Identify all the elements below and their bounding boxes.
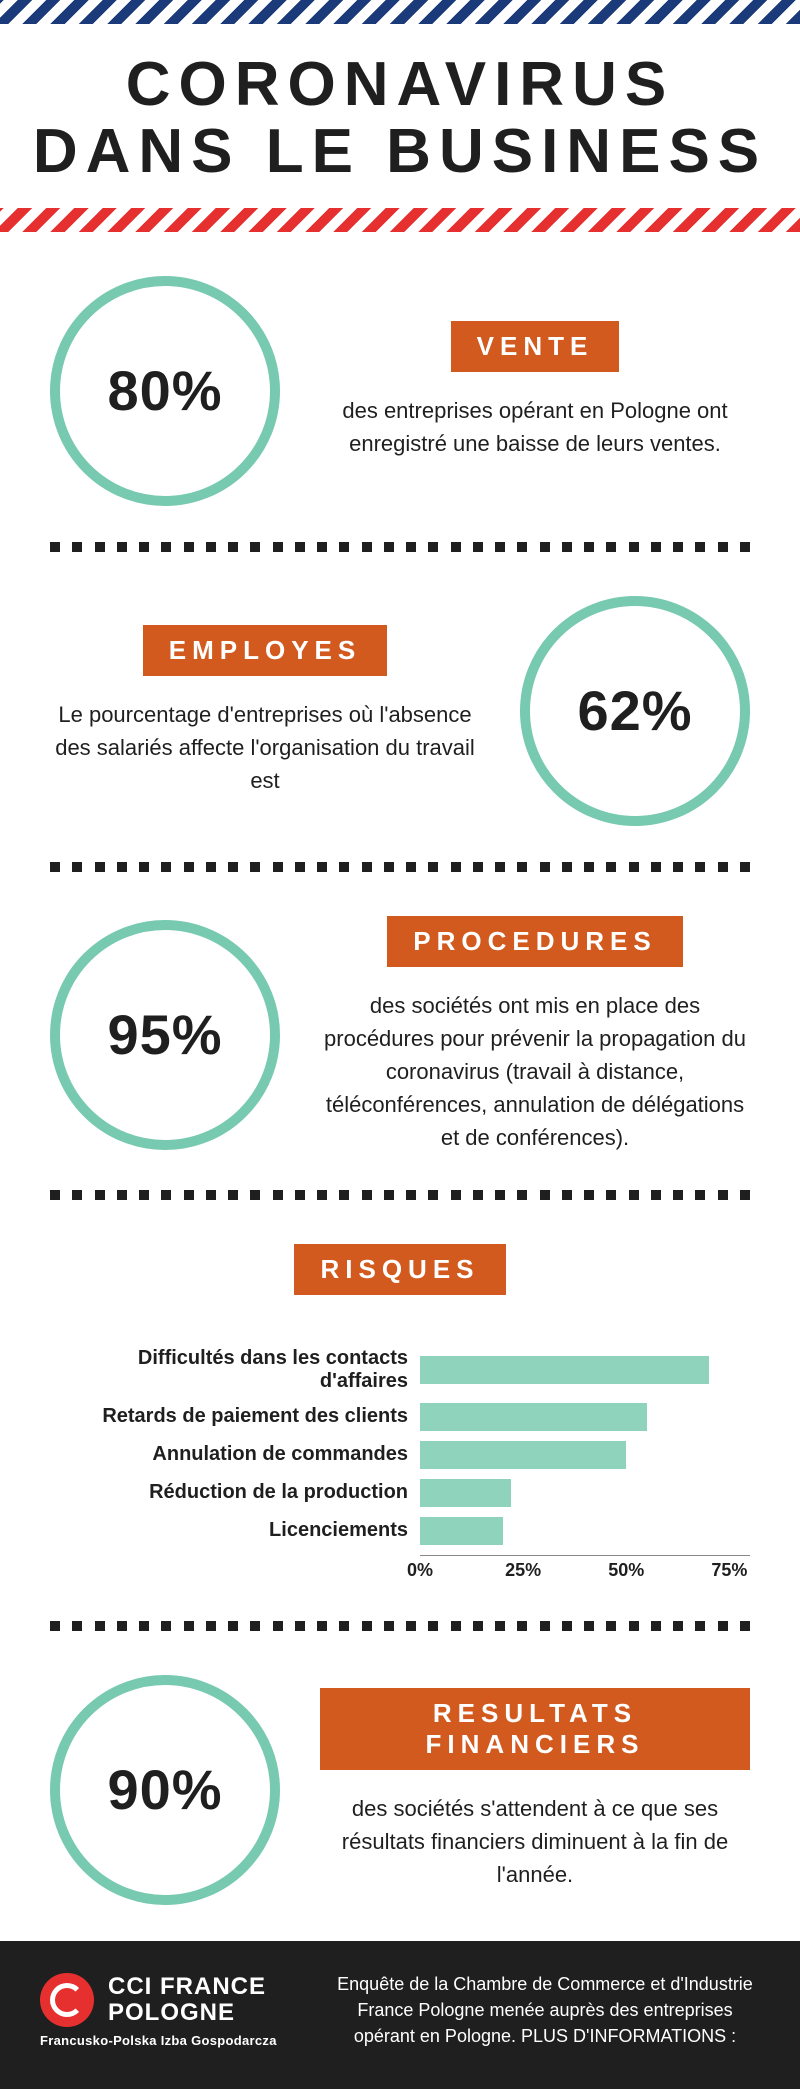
chart-label: Annulation de commandes [50, 1443, 420, 1466]
badge-procedures: PROCEDURES [387, 916, 682, 967]
chart-row: Difficultés dans les contacts d'affaires [50, 1347, 750, 1393]
stat-value: 62% [577, 678, 692, 743]
chart-tick: 25% [505, 1560, 541, 1581]
desc-resultats: des sociétés s'attendent à ce que ses ré… [320, 1792, 750, 1891]
section-procedures: 95% PROCEDURES des sociétés ont mis en p… [0, 872, 800, 1190]
desc-procedures: des sociétés ont mis en place des procéd… [320, 989, 750, 1154]
section-risques: RISQUES Difficultés dans les contacts d'… [0, 1200, 800, 1621]
chart-row: Annulation de commandes [50, 1441, 750, 1469]
divider [50, 1190, 750, 1200]
logo-line1: CCI FRANCE [108, 1974, 266, 1999]
chart-bar [420, 1479, 511, 1507]
section-resultats: 90% RESULTATS FINANCIERS des sociétés s'… [0, 1631, 800, 1941]
chart-bar [420, 1356, 709, 1384]
footer-text: Enquête de la Chambre de Commerce et d'I… [330, 1971, 760, 2049]
risques-chart: Difficultés dans les contacts d'affaires… [50, 1347, 750, 1585]
stat-value: 95% [107, 1002, 222, 1067]
stat-circle-employes: 62% [520, 596, 750, 826]
chart-label: Difficultés dans les contacts d'affaires [50, 1347, 420, 1393]
divider [50, 1621, 750, 1631]
stat-circle-vente: 80% [50, 276, 280, 506]
footer: CCI FRANCE POLOGNE Francusko-Polska Izba… [0, 1941, 800, 2089]
chart-bar [420, 1403, 647, 1431]
stripe-red [0, 208, 800, 232]
chart-tick: 75% [711, 1560, 747, 1581]
badge-vente: VENTE [451, 321, 620, 372]
logo-line2: POLOGNE [108, 2000, 266, 2025]
section-employes: EMPLOYES Le pourcentage d'entreprises où… [0, 552, 800, 862]
top-stripe-blue [0, 0, 800, 24]
stat-value: 80% [107, 358, 222, 423]
stat-circle-resultats: 90% [50, 1675, 280, 1905]
divider [50, 862, 750, 872]
stat-circle-procedures: 95% [50, 920, 280, 1150]
footer-logo: CCI FRANCE POLOGNE Francusko-Polska Izba… [40, 1973, 300, 2048]
badge-risques: RISQUES [294, 1244, 505, 1295]
stat-value: 90% [107, 1757, 222, 1822]
chart-bar [420, 1441, 626, 1469]
divider [50, 542, 750, 552]
desc-vente: des entreprises opérant en Pologne ont e… [320, 394, 750, 460]
page-title: CORONAVIRUS DANS LE BUSINESS [30, 52, 770, 186]
badge-resultats: RESULTATS FINANCIERS [320, 1688, 750, 1770]
badge-employes: EMPLOYES [143, 625, 387, 676]
chart-tick: 0% [407, 1560, 433, 1581]
title-block: CORONAVIRUS DANS LE BUSINESS [0, 24, 800, 208]
chart-bar [420, 1517, 503, 1545]
logo-subtitle: Francusko-Polska Izba Gospodarcza [40, 2033, 300, 2048]
chart-row: Retards de paiement des clients [50, 1403, 750, 1431]
section-vente: 80% VENTE des entreprises opérant en Pol… [0, 232, 800, 542]
desc-employes: Le pourcentage d'entreprises où l'absenc… [50, 698, 480, 797]
chart-row: Licenciements [50, 1517, 750, 1545]
chart-label: Retards de paiement des clients [50, 1405, 420, 1428]
chart-label: Réduction de la production [50, 1481, 420, 1504]
chart-label: Licenciements [50, 1519, 420, 1542]
chart-tick: 50% [608, 1560, 644, 1581]
chart-row: Réduction de la production [50, 1479, 750, 1507]
